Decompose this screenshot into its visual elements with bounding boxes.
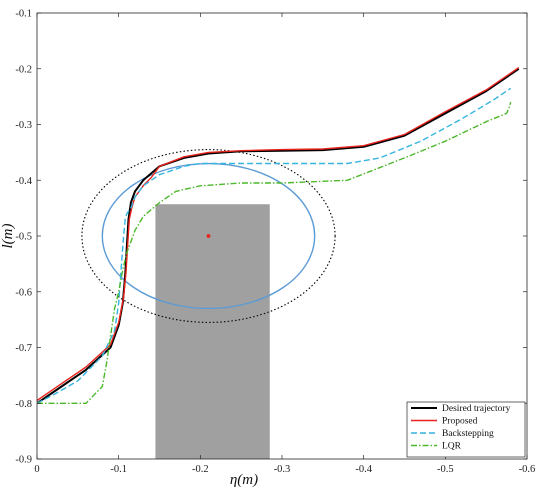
y-tick-label: -0.2 [15, 64, 32, 75]
y-tick-label: -0.6 [15, 287, 32, 298]
obstacle-circle [101, 162, 316, 310]
x-tick-label: 0 [34, 464, 39, 475]
legend-label: Backstepping [442, 429, 494, 439]
plot-background [37, 13, 527, 459]
obstacle-rectangle [155, 204, 270, 459]
y-tick-label: -0.9 [15, 455, 32, 466]
y-tick-label: -0.1 [15, 9, 32, 20]
y-axis-label: l(m) [0, 224, 16, 249]
series-line-lqr [37, 101, 512, 404]
x-tick-label: -0.2 [192, 464, 209, 475]
x-tick-label: -0.6 [519, 464, 536, 475]
safety-boundary-circle [81, 149, 336, 323]
y-tick-label: -0.3 [15, 120, 32, 131]
x-tick-label: -0.3 [274, 464, 291, 475]
legend: Desired trajectory Proposed Backstepping LQ… [406, 401, 526, 458]
legend-label: Proposed [442, 417, 478, 427]
x-axis-label: η(m) [230, 472, 258, 488]
y-tick-label: -0.7 [15, 343, 32, 354]
x-tick-label: -0.4 [355, 464, 372, 475]
legend-box [406, 401, 526, 458]
obstacle-center-point [206, 234, 211, 238]
series-line-desired-trajectory [37, 67, 520, 405]
x-tick-label: -0.5 [437, 464, 454, 475]
y-tick-label: -0.8 [15, 399, 32, 410]
series-line-backstepping [37, 87, 512, 404]
x-tick-label: -0.1 [110, 464, 127, 475]
legend-label: LQR [442, 442, 462, 452]
series-line-proposed [37, 67, 520, 402]
y-tick-label: -0.5 [15, 232, 32, 243]
legend-label: Desired trajectory [442, 404, 511, 414]
y-tick-label: -0.4 [15, 176, 32, 187]
